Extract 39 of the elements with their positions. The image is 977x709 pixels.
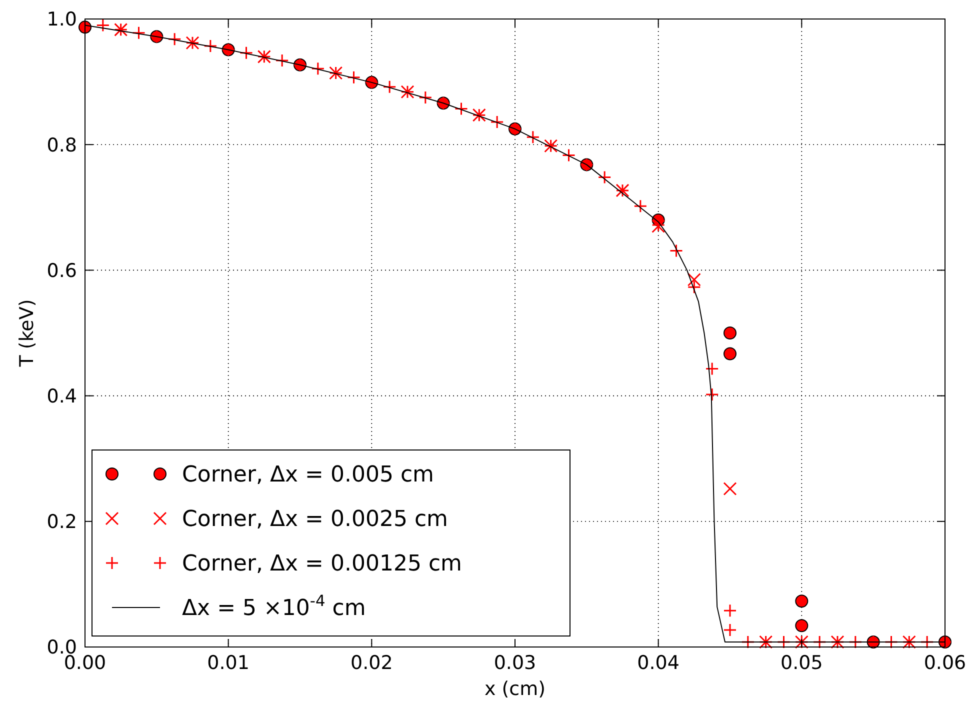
- x-tick-label: 0.04: [637, 652, 680, 674]
- x-tick-label: 0.02: [350, 652, 393, 674]
- point: [418, 90, 432, 104]
- point: [795, 594, 808, 608]
- legend-label: Corner, Δx = 0.0025 cm: [182, 507, 448, 532]
- y-tick-label: 1.0: [46, 8, 77, 31]
- point: [705, 388, 719, 402]
- x-tick-label: 0.06: [924, 652, 966, 674]
- point: [687, 272, 701, 286]
- point: [687, 280, 701, 294]
- point: [723, 604, 737, 618]
- legend-label: Corner, Δx = 0.005 cm: [182, 462, 434, 488]
- point: [724, 347, 736, 360]
- y-tick-label: 0.8: [46, 134, 77, 156]
- point: [724, 326, 736, 340]
- point: [168, 32, 182, 46]
- y-axis-title: T (keV): [16, 299, 38, 368]
- point: [705, 362, 719, 376]
- y-tick-label: 0.6: [46, 260, 77, 282]
- point: [723, 623, 737, 637]
- point: [204, 39, 218, 53]
- x-axis-title: x (cm): [484, 678, 546, 700]
- point: [382, 80, 396, 94]
- x-tick-label: 0.01: [207, 652, 250, 674]
- y-tick-label: 0.2: [46, 511, 77, 534]
- point: [598, 170, 612, 184]
- point: [795, 619, 808, 632]
- point: [526, 130, 540, 144]
- point: [723, 482, 737, 496]
- legend-label: Δx = 5 ×10$^{-4}$ cm: [182, 592, 366, 622]
- point: [490, 115, 504, 129]
- point: [96, 18, 110, 32]
- legend-label: Corner, Δx = 0.00125 cm: [182, 552, 462, 577]
- point: [311, 62, 325, 76]
- x-tick-label: 0.03: [494, 652, 536, 674]
- y-tick-label: 0.4: [46, 385, 77, 408]
- point: [275, 54, 289, 68]
- point: [634, 199, 648, 213]
- x-tick-label: 0.05: [780, 652, 823, 674]
